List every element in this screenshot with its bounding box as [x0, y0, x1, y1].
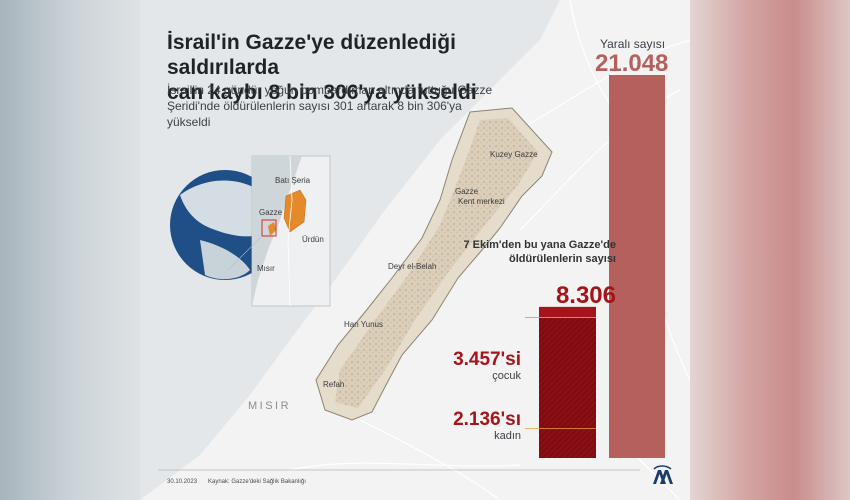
background-left: [0, 0, 140, 500]
country-label-egypt: MISIR: [248, 400, 292, 412]
place-label-khan-yunis: Han Yunus: [344, 320, 383, 329]
wounded-bar: [609, 75, 665, 458]
inset-label-egypt: Mısır: [257, 264, 275, 273]
inset-label-west-bank: Batı Şeria: [275, 176, 311, 185]
child-value: 3.457'si: [453, 349, 521, 370]
place-label-deir-el-balah: Deyr el-Belah: [388, 262, 437, 271]
killed-hatched-area: [539, 317, 596, 458]
title-line-2: can kaybı 8 bin 306'ya yükseldi: [167, 81, 477, 104]
title-line-1: İsrail'in Gazze'ye düzenlediği saldırıla…: [167, 31, 456, 79]
page-title: İsrail'in Gazze'ye düzenlediği saldırıla…: [167, 30, 567, 105]
infographic-card: İsrail'in Gazze'ye düzenlediği saldırıla…: [140, 0, 690, 500]
wounded-value: 21.048: [595, 50, 669, 77]
women-label: kadın: [494, 430, 521, 442]
urban-area: [335, 118, 538, 408]
child-label: çocuk: [492, 370, 521, 382]
wounded-label: Yaralı sayısı: [600, 37, 666, 51]
map: [140, 0, 690, 500]
sea: [140, 0, 560, 500]
place-label-gaza: Gazze: [455, 187, 479, 196]
women-value: 2.136'sı: [453, 409, 521, 430]
inset-label-gaza: Gazze: [259, 208, 283, 217]
aa-agency-logo-icon: [653, 465, 673, 484]
place-label-city-center: Kent merkezi: [458, 197, 505, 206]
killed-label: 7 Ekim'den bu yana Gazze'de öldürülenler…: [463, 239, 616, 265]
killed-value: 8.306: [555, 282, 616, 309]
place-label-north-gaza: Kuzey Gazze: [490, 150, 538, 159]
footer-date: 30.10.2023: [167, 479, 198, 485]
background-right: [690, 0, 850, 500]
place-label-rafah: Refah: [323, 380, 345, 389]
inset-label-jordan: Ürdün: [302, 235, 324, 244]
footer-source: Kaynak: Gazze'deki Sağlık Bakanlığı: [208, 479, 306, 485]
subtitle: İsrail'in 24 gündür yoğun bombardıman al…: [167, 83, 493, 129]
